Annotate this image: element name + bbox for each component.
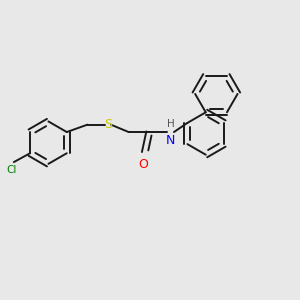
Text: H: H: [167, 118, 174, 128]
Text: O: O: [138, 158, 148, 171]
Text: Cl: Cl: [6, 165, 17, 175]
Text: S: S: [104, 118, 112, 131]
Text: N: N: [166, 134, 175, 147]
